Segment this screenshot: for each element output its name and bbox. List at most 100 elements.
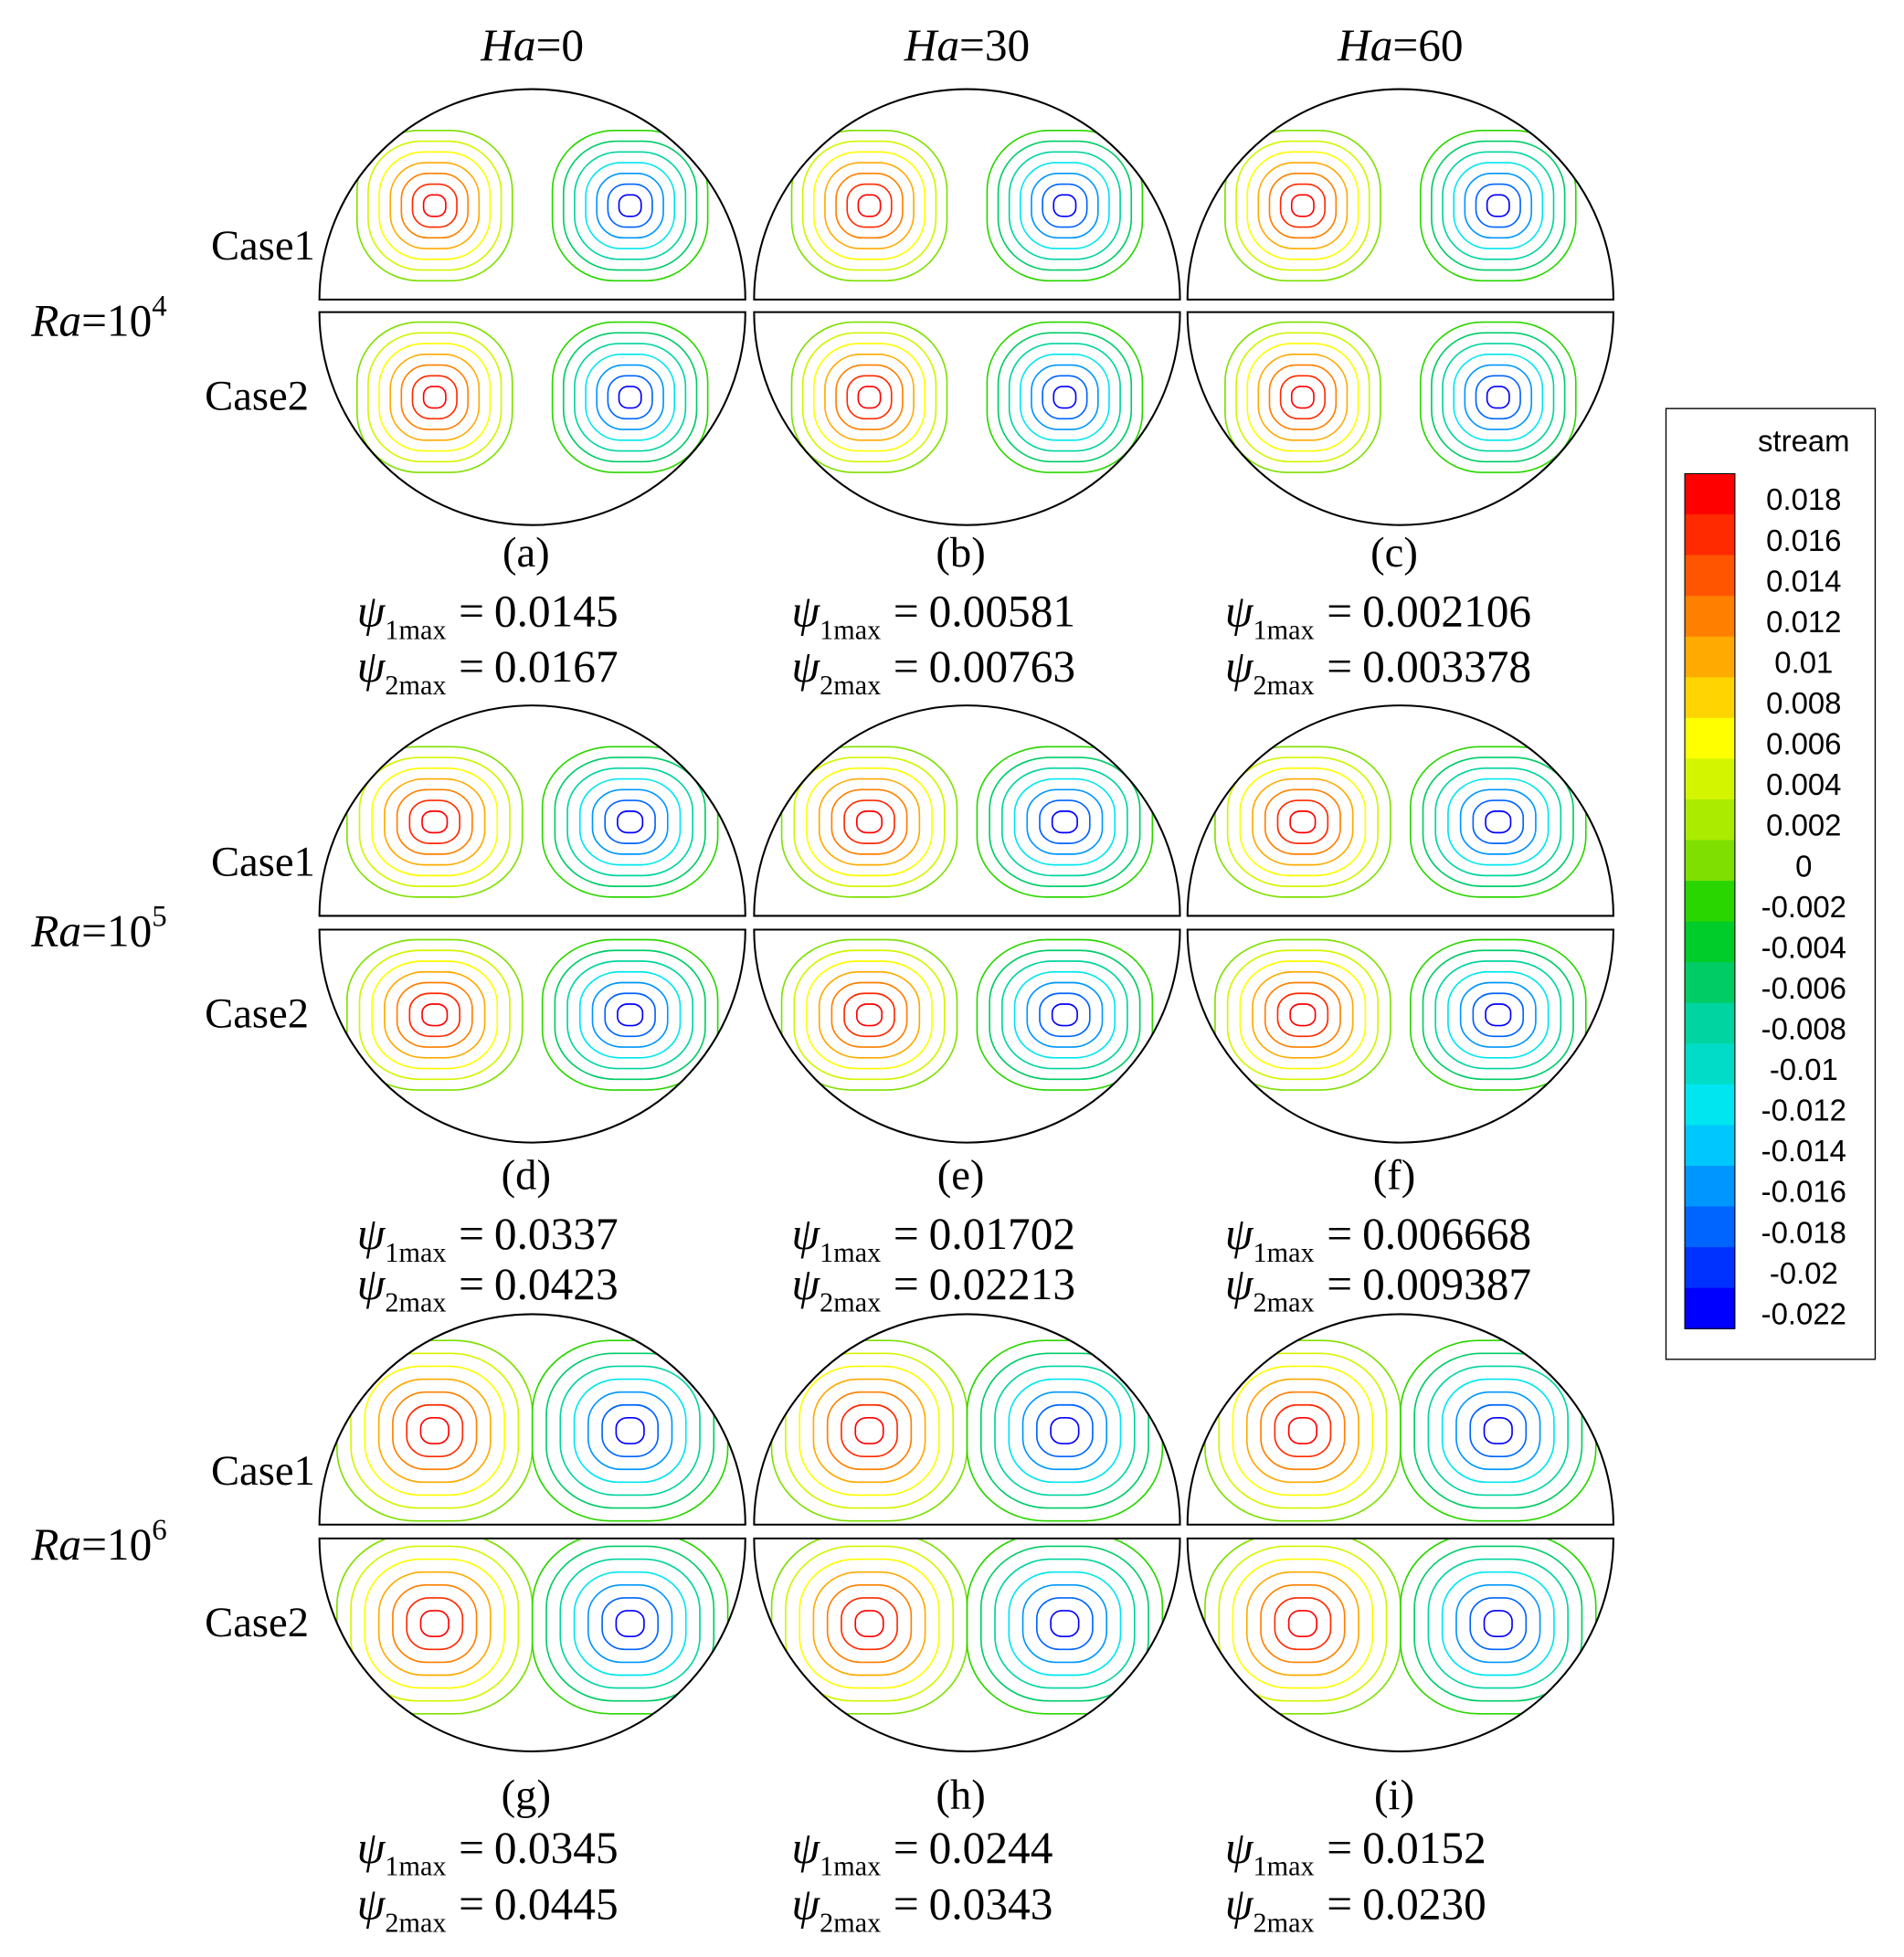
contour-line xyxy=(1239,767,1367,877)
psi-equals: = xyxy=(459,1259,484,1309)
contour-line xyxy=(392,1583,478,1664)
legend-level: 0.008 xyxy=(1766,686,1841,720)
psi-value: 0.0423 xyxy=(494,1259,619,1309)
contour-line xyxy=(846,183,893,228)
contour-line xyxy=(1409,746,1587,898)
cavity-wall xyxy=(318,704,746,917)
legend-level: -0.02 xyxy=(1770,1256,1838,1290)
psi-equals: = xyxy=(894,1209,919,1259)
legend-level: 0.004 xyxy=(1766,767,1841,801)
psi-subscript: 1max xyxy=(1253,614,1315,645)
psi-subscript: 1max xyxy=(385,614,446,645)
contour-line xyxy=(1257,354,1349,441)
contour-line xyxy=(1260,1391,1346,1471)
contour-line xyxy=(818,778,921,866)
row-exponent: 5 xyxy=(152,900,166,933)
contour-line xyxy=(618,194,642,217)
cavity-wall xyxy=(1186,1313,1614,1526)
contour-line xyxy=(573,1571,687,1677)
header-value: =60 xyxy=(1392,20,1463,70)
contour-group xyxy=(1204,1339,1597,1522)
contour-line xyxy=(1290,386,1315,409)
contour-line xyxy=(1475,183,1521,228)
case-label: Case2 xyxy=(205,989,309,1037)
legend-swatch xyxy=(1685,1206,1735,1248)
contour-line xyxy=(1257,162,1349,249)
row-exponent: 6 xyxy=(152,1514,166,1547)
psi-value: 0.00763 xyxy=(929,641,1075,692)
contour-line xyxy=(1459,981,1537,1048)
psi-subscript: 1max xyxy=(820,614,881,645)
psi-value: 0.01702 xyxy=(929,1209,1075,1259)
contour-line xyxy=(1246,343,1359,452)
contour-line xyxy=(364,1558,505,1689)
legend-swatch xyxy=(1685,555,1735,597)
contour-line xyxy=(1464,364,1533,430)
psi-value: 0.002106 xyxy=(1362,587,1531,637)
contour-line xyxy=(1279,183,1327,228)
contour-line xyxy=(824,162,915,249)
contour-line xyxy=(1008,151,1121,260)
contour-line xyxy=(799,1558,940,1689)
contour-line xyxy=(617,1003,644,1027)
contour-line xyxy=(1485,810,1512,834)
psi-symbol: ψ xyxy=(792,641,821,692)
psi-symbol: ψ xyxy=(357,1259,386,1309)
panel-label: (a) xyxy=(502,529,550,577)
contour-line xyxy=(562,140,698,271)
contour-line xyxy=(559,1365,701,1497)
row-value: =10 xyxy=(81,905,152,956)
contour-line xyxy=(554,949,706,1081)
contour-line xyxy=(812,1571,926,1677)
contour-line xyxy=(1232,1558,1374,1689)
contour-line xyxy=(1486,194,1510,217)
contour-line xyxy=(1453,162,1544,249)
contour-line xyxy=(355,321,513,473)
contour-line xyxy=(1483,1610,1513,1638)
contour-line xyxy=(1204,1538,1402,1715)
contour-line xyxy=(541,938,719,1091)
contour-line xyxy=(1026,788,1104,855)
psi-subscript: 2max xyxy=(385,670,446,701)
contour-line xyxy=(830,788,908,855)
contour-line xyxy=(1031,172,1099,239)
contour-line xyxy=(1419,129,1577,282)
contour-line xyxy=(1031,364,1099,430)
psi-equals: = xyxy=(894,1823,919,1873)
contour-line xyxy=(358,756,511,887)
legend-level: 0.016 xyxy=(1766,524,1841,557)
contour-line xyxy=(1008,1571,1122,1677)
psi-symbol: ψ xyxy=(357,641,386,692)
contour-line xyxy=(587,1583,673,1664)
contour-line xyxy=(364,1365,505,1497)
contour-line xyxy=(1268,172,1338,239)
contour-line xyxy=(1447,970,1550,1059)
contour-line xyxy=(1204,1339,1402,1522)
contour-line xyxy=(350,1545,520,1702)
row-value: =10 xyxy=(81,1519,152,1570)
contour-line xyxy=(835,364,904,430)
contour-line xyxy=(979,1352,1149,1509)
contour-line xyxy=(350,1352,520,1509)
contour-group xyxy=(355,129,709,282)
psi-max: ψ1max = 0.0345 xyxy=(357,1823,619,1882)
cavity-wall xyxy=(1186,1537,1614,1752)
contour-line xyxy=(1279,375,1327,420)
contour-group xyxy=(335,1538,729,1715)
contour-line xyxy=(566,960,694,1070)
legend-level: 0.018 xyxy=(1766,482,1841,516)
legend-swatch xyxy=(1685,636,1735,678)
panel-label: (f) xyxy=(1373,1151,1416,1199)
contour-line xyxy=(1036,1597,1094,1651)
contour-line xyxy=(994,1558,1136,1689)
contour-line xyxy=(1235,140,1370,271)
legend-level: -0.022 xyxy=(1761,1296,1846,1330)
legend-level: 0.012 xyxy=(1766,605,1841,639)
cavity-wall xyxy=(753,311,1181,526)
cavity-wall xyxy=(1186,311,1614,526)
contour-line xyxy=(1434,767,1562,877)
row-exponent: 4 xyxy=(152,291,166,323)
case-label: Case1 xyxy=(211,222,315,270)
panel-label: (g) xyxy=(502,1772,551,1819)
psi-value: 0.0145 xyxy=(494,587,619,637)
